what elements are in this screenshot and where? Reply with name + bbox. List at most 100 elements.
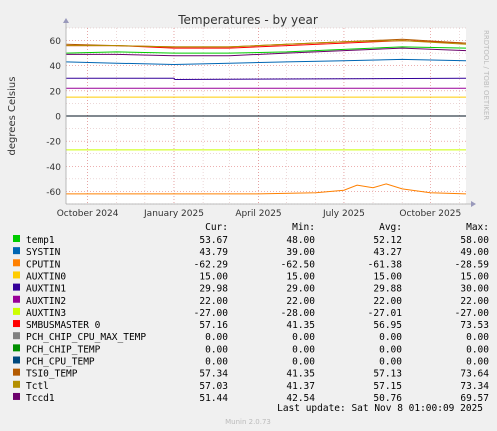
legend-row-smbusmaster-0: SMBUSMASTER 0 57.16 41.35 56.95 73.53: [13, 320, 489, 331]
legend-row-pch-cpu-temp: PCH_CPU_TEMP 0.00 0.00 0.00 0.00: [13, 356, 489, 368]
legend-min: 15.00: [286, 271, 315, 282]
y-tick-label: 0: [55, 113, 61, 123]
legend-avg: 56.95: [373, 320, 402, 331]
legend-table-header: Cur: Min: Avg: Max:: [205, 222, 489, 233]
legend-cur: 29.98: [199, 284, 228, 295]
legend-cur: 53.67: [199, 235, 228, 246]
legend-name: TSI0_TEMP: [26, 369, 78, 380]
legend-name: AUXTIN0: [26, 271, 66, 282]
y-tick-label: -20: [46, 138, 61, 148]
legend-swatch: [13, 247, 20, 255]
legend-name: Tccd1: [26, 393, 55, 404]
y-tick-label: 20: [50, 87, 62, 97]
x-tick-label: January 2025: [143, 209, 204, 219]
legend-cur: 51.44: [199, 393, 228, 404]
legend-name: SYSTIN: [26, 247, 61, 258]
y-axis-label: degrees Celsius: [7, 77, 18, 156]
legend-row-auxtin2: AUXTIN2 22.00 22.00 22.00 22.00: [13, 295, 489, 307]
x-tick-label: April 2025: [235, 209, 281, 219]
legend-min: 42.54: [286, 393, 315, 404]
legend-row-cputin: CPUTIN -62.29 -62.50 -61.38 -28.59: [13, 259, 489, 270]
table-header-cell: Cur:: [205, 222, 228, 233]
legend-swatch: [13, 295, 20, 303]
x-tick-label: July 2025: [322, 209, 365, 219]
legend-avg: 29.88: [373, 284, 402, 295]
legend-min: 41.35: [286, 320, 315, 331]
legend-name: PCH_CHIP_CPU_MAX_TEMP: [26, 332, 146, 343]
legend-cur: 57.34: [199, 369, 228, 380]
table-header-cell: Avg:: [379, 222, 402, 233]
legend-min: 41.37: [286, 381, 315, 392]
x-axis-arrow: [471, 201, 476, 207]
legend-swatch: [13, 271, 20, 279]
legend-swatch: [13, 307, 20, 315]
legend-cur: -27.00: [194, 308, 229, 319]
x-tick-labels: October 2024 January 2025 April 2025 July 2…: [57, 209, 462, 219]
legend-cur: -62.29: [194, 259, 229, 270]
y-tick-label: -40: [46, 163, 61, 173]
legend-row-tsi0-temp: TSI0_TEMP 57.34 41.35 57.13 73.64: [13, 368, 489, 380]
legend-cur: 0.00: [205, 332, 228, 343]
y-tick-label: 60: [50, 37, 62, 47]
legend-max: 73.34: [460, 381, 489, 392]
legend-cur: 0.00: [205, 344, 228, 355]
legend-min: -62.50: [281, 259, 316, 270]
legend-swatch: [13, 344, 20, 352]
legend-row-temp1: temp1 53.67 48.00 52.12 58.00: [13, 235, 489, 246]
legend-cur: 57.16: [199, 320, 228, 331]
y-tick-label: -60: [46, 188, 61, 198]
legend-max: 73.53: [460, 320, 489, 331]
legend-cur: 0.00: [205, 357, 228, 368]
legend-name: PCH_CPU_TEMP: [26, 357, 95, 368]
legend-swatch: [13, 380, 20, 388]
legend-avg: 57.15: [373, 381, 402, 392]
legend-max: 49.00: [460, 247, 489, 258]
legend-cur: 22.00: [199, 296, 228, 307]
axes: [63, 18, 476, 207]
legend-cur: 57.03: [199, 381, 228, 392]
legend-swatch: [13, 320, 20, 328]
legend-max: 15.00: [460, 271, 489, 282]
legend-min: 22.00: [286, 296, 315, 307]
series-line-auxtin1: [66, 77, 467, 81]
legend-name: AUXTIN3: [26, 308, 66, 319]
legend-name: CPUTIN: [26, 259, 61, 270]
legend-max: 58.00: [460, 235, 489, 246]
legend-name: Tctl: [26, 381, 49, 392]
legend-min: 0.00: [292, 344, 315, 355]
legend-name: SMBUSMASTER 0: [26, 320, 101, 331]
legend-min: 39.00: [286, 247, 315, 258]
legend-max: -28.59: [455, 259, 490, 270]
table-header-cell: Min:: [292, 222, 315, 233]
legend-min: 0.00: [292, 357, 315, 368]
legend-avg: 0.00: [379, 332, 402, 343]
legend-avg: 0.00: [379, 357, 402, 368]
legend-swatch: [13, 235, 20, 242]
legend-max: 0.00: [466, 332, 489, 343]
legend-row-pch-chip-temp: PCH_CHIP_TEMP 0.00 0.00 0.00 0.00: [13, 344, 489, 355]
legend-swatch: [13, 332, 20, 340]
legend-swatch: [13, 392, 20, 400]
rrdtool-credit: RRDTOOL / TOBI OETIKER: [482, 30, 490, 120]
legend-row-systin: SYSTIN 43.79 39.00 43.27 49.00: [13, 247, 489, 258]
last-update: Last update: Sat Nov 8 01:00:09 2025: [277, 403, 483, 414]
legend-avg: 15.00: [373, 271, 402, 282]
legend-name: PCH_CHIP_TEMP: [26, 344, 101, 355]
legend-avg: 0.00: [379, 344, 402, 355]
legend-max: 0.00: [466, 344, 489, 355]
legend-min: 29.00: [286, 284, 315, 295]
legend-avg: 43.27: [373, 247, 402, 258]
munin-version: Munin 2.0.73: [225, 418, 271, 426]
legend-avg: 57.13: [373, 369, 402, 380]
y-tick-labels: -60 -40 -20 0 20 40 60: [46, 37, 61, 198]
legend-row-auxtin3: AUXTIN3 -27.00 -28.00 -27.01 -27.00: [13, 307, 489, 319]
legend-min: 0.00: [292, 332, 315, 343]
legend-max: 22.00: [460, 296, 489, 307]
legend-avg: 52.12: [373, 235, 402, 246]
legend-row-tccd1: Tccd1 51.44 42.54 50.76 69.57: [13, 392, 489, 404]
legend-cur: 43.79: [199, 247, 228, 258]
x-tick-label: October 2025: [399, 209, 461, 219]
legend-name: temp1: [26, 235, 55, 246]
legend-name: AUXTIN2: [26, 296, 66, 307]
